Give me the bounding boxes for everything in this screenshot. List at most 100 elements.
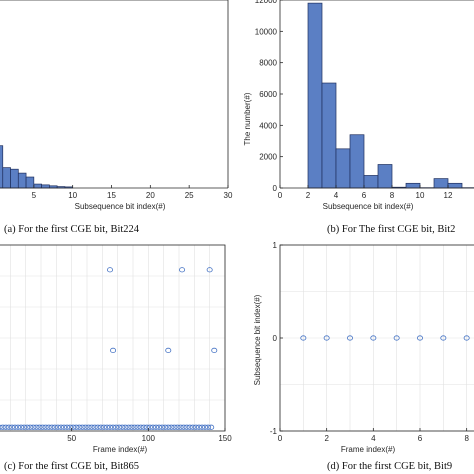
baseline-point-c-3: [2, 424, 9, 430]
baseline-point-c-24: [67, 424, 74, 430]
point-d-5: [416, 335, 423, 341]
bar-b-4: [363, 175, 379, 189]
baseline-point-c-37: [107, 424, 114, 430]
xtick-label-d-0: 0: [278, 434, 283, 443]
baseline-point-c-2: [0, 424, 6, 430]
bar-b-10: [447, 182, 463, 189]
ytick-label-d-2: 1: [273, 241, 278, 250]
baseline-point-c-57: [168, 424, 175, 430]
baseline-point-c-30: [85, 424, 92, 430]
xtick-label-b-4: 8: [390, 191, 395, 200]
panel-a-histogram: 5 10 15 20 25 30: [0, 0, 233, 200]
ylabel-d: Subsequence bit index(#): [253, 294, 262, 385]
baseline-point-c-35: [100, 424, 107, 430]
bar-b-7: [405, 182, 421, 189]
baseline-point-c-10: [24, 424, 31, 430]
point-c-5: [211, 347, 218, 353]
point-d-6: [440, 335, 447, 341]
baseline-point-c-41: [119, 424, 126, 430]
xlabel-d: Frame index(#): [341, 445, 396, 454]
bar-b-2: [335, 148, 351, 189]
xtick-label-a-5: 30: [224, 191, 233, 200]
panel-d-scatter: 0 2 4 6 8-101: [270, 241, 474, 443]
baseline-point-c-32: [91, 424, 98, 430]
baseline-point-c-20: [54, 424, 61, 430]
bar-a-1: [2, 167, 11, 189]
baseline-point-c-47: [137, 424, 144, 430]
ytick-label-b-2: 4000: [259, 121, 277, 130]
xtick-label-a-3: 20: [146, 191, 155, 200]
baseline-point-c-29: [82, 424, 89, 430]
ytick-label-d-1: 0: [273, 334, 278, 343]
baseline-point-c-66: [195, 424, 202, 430]
xtick-label-b-3: 6: [362, 191, 367, 200]
baseline-point-c-9: [21, 424, 28, 430]
baseline-point-c-34: [97, 424, 104, 430]
baseline-point-c-18: [48, 424, 55, 430]
baseline-point-c-22: [61, 424, 68, 430]
bar-b-0: [307, 2, 323, 189]
baseline-point-c-1: [0, 424, 3, 430]
baseline-point-c-65: [192, 424, 199, 430]
baseline-point-c-53: [156, 424, 163, 430]
baseline-point-c-70: [208, 424, 215, 430]
xtick-label-a-4: 25: [185, 191, 194, 200]
baseline-point-c-42: [122, 424, 129, 430]
ytick-label-b-4: 8000: [259, 59, 277, 68]
baseline-point-c-67: [198, 424, 205, 430]
caption-b: (b) For The first CGE bit, Bit2: [327, 224, 455, 235]
baseline-point-c-40: [116, 424, 123, 430]
ylabel-b: The number(#): [243, 92, 252, 145]
baseline-point-c-46: [134, 424, 141, 430]
baseline-point-c-56: [165, 424, 172, 430]
baseline-point-c-23: [64, 424, 71, 430]
baseline-point-c-5: [8, 424, 15, 430]
baseline-point-c-64: [189, 424, 196, 430]
baseline-point-c-38: [110, 424, 117, 430]
xlabel-b: Subsequence bit index(#): [323, 202, 414, 211]
point-d-1: [323, 335, 330, 341]
baseline-point-c-21: [57, 424, 64, 430]
caption-d: (d) For the first CGE bit, Bit9: [327, 461, 452, 472]
point-c-4: [165, 347, 172, 353]
baseline-point-c-45: [131, 424, 138, 430]
point-c-3: [110, 347, 117, 353]
xtick-label-b-2: 4: [334, 191, 339, 200]
baseline-point-c-19: [51, 424, 58, 430]
ytick-label-b-3: 6000: [259, 90, 277, 99]
baseline-point-c-69: [205, 424, 212, 430]
baseline-point-c-36: [103, 424, 110, 430]
xtick-label-b-1: 2: [306, 191, 311, 200]
baseline-point-c-39: [113, 424, 120, 430]
xtick-label-a-0: 5: [32, 191, 37, 200]
bar-b-1: [321, 82, 337, 189]
bar-b-5: [377, 164, 393, 189]
baseline-point-c-6: [11, 424, 18, 430]
panel-c-scatter: 50 100 150: [0, 244, 232, 443]
caption-a: (a) For the first CGE bit, Bit224: [4, 224, 140, 235]
baseline-point-c-60: [177, 424, 184, 430]
point-c-1: [179, 267, 186, 273]
baseline-point-c-61: [180, 424, 187, 430]
baseline-point-c-50: [146, 424, 153, 430]
ytick-label-d-0: -1: [270, 427, 278, 436]
baseline-point-c-31: [88, 424, 95, 430]
baseline-point-c-15: [39, 424, 46, 430]
baseline-point-c-27: [76, 424, 83, 430]
baseline-point-c-43: [125, 424, 132, 430]
point-d-2: [346, 335, 353, 341]
xtick-label-a-1: 10: [68, 191, 77, 200]
baseline-point-c-52: [152, 424, 159, 430]
point-d-3: [370, 335, 377, 341]
xlabel-a: Subsequence bit index(#): [75, 202, 166, 211]
point-d-0: [300, 335, 307, 341]
baseline-point-c-51: [149, 424, 156, 430]
caption-c: (c) For the first CGE bit, Bit865: [4, 461, 139, 472]
baseline-point-c-4: [5, 424, 12, 430]
baseline-point-c-8: [18, 424, 25, 430]
xtick-label-b-6: 12: [444, 191, 453, 200]
baseline-point-c-63: [186, 424, 193, 430]
bar-a-0: [0, 145, 4, 189]
point-c-0: [107, 267, 114, 273]
